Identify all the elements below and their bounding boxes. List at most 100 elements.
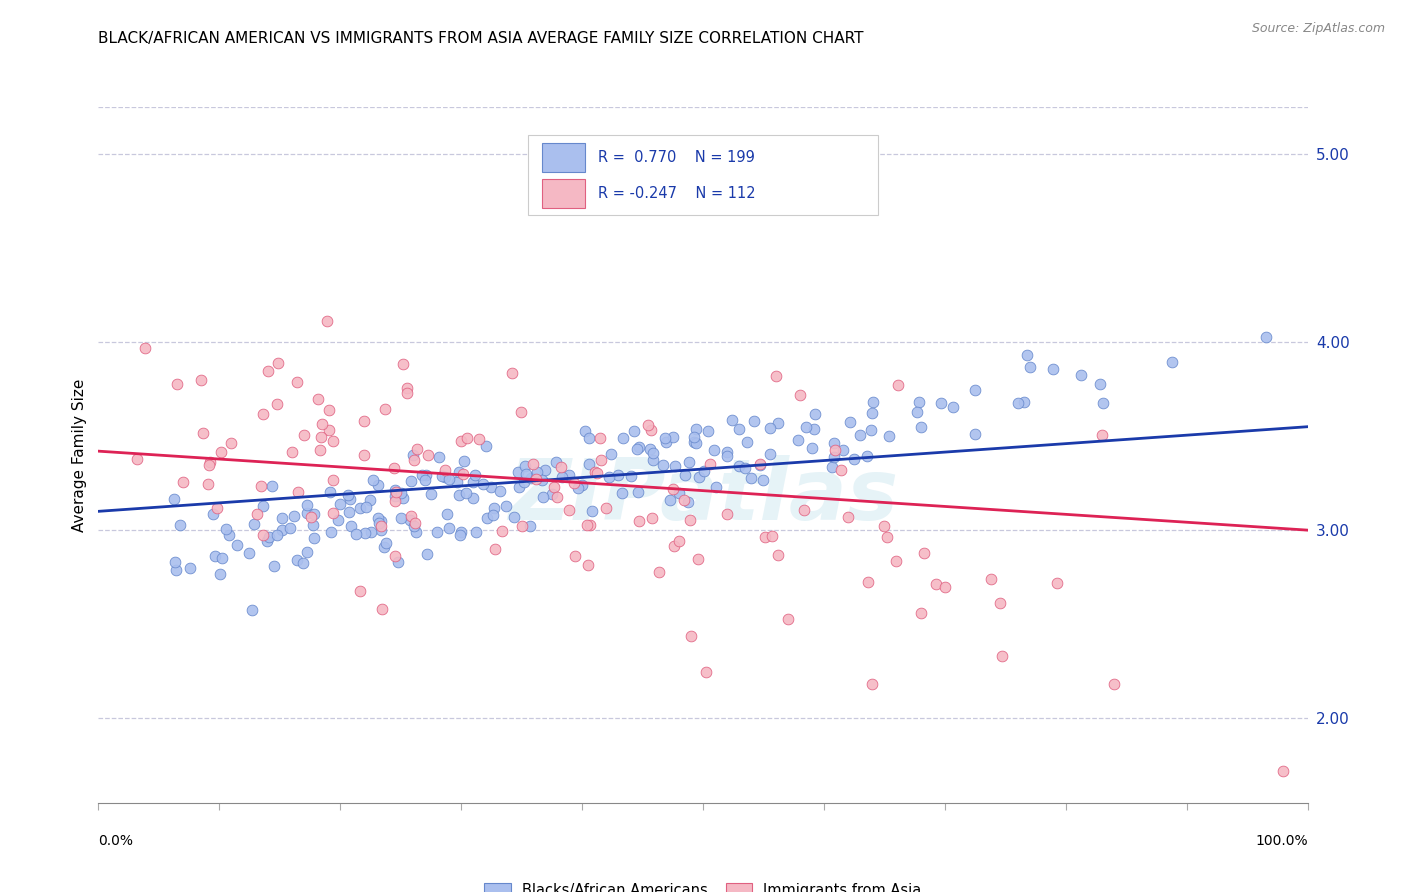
Bar [543,143,585,172]
Point [520,471,543,485]
Point [681,629,703,643]
Point [988,596,1011,610]
Point [283,509,305,524]
Point [623,425,645,439]
Point [349,500,371,515]
Point [491,524,513,538]
Point [721,413,744,427]
Point [384,489,406,503]
Point [727,422,749,436]
Point [454,486,477,500]
Point [533,462,555,476]
Point [404,453,426,467]
Text: 100.0%: 100.0% [1256,834,1308,848]
Point [353,448,375,462]
Point [219,436,242,450]
Point [1161,355,1184,369]
Point [360,524,382,539]
Point [695,665,717,679]
Point [353,414,375,428]
Point [530,473,553,487]
Point [446,475,468,489]
Point [384,493,406,508]
Text: R = -0.247    N = 112: R = -0.247 N = 112 [598,186,755,201]
Point [862,394,884,409]
Point [368,516,391,530]
Point [285,375,308,389]
Point [426,525,449,540]
Point [484,541,506,556]
Point [876,530,898,544]
Point [558,467,581,482]
Point [789,388,811,402]
Point [297,507,319,521]
Point [392,357,415,371]
Point [574,425,596,439]
Point [581,504,603,518]
Point [256,533,278,548]
Point [664,458,686,473]
Point [526,465,548,479]
Point [562,475,585,490]
Point [384,483,406,497]
Point [392,491,415,506]
Point [337,505,360,519]
Point [461,491,484,505]
Point [910,420,932,434]
Point [655,434,678,449]
Point [246,508,269,522]
Point [830,463,852,477]
Point [260,479,283,493]
Point [165,563,187,577]
Point [531,490,554,504]
Point [252,528,274,542]
Point [336,488,359,502]
Point [877,429,900,443]
Point [404,516,426,530]
Point [803,421,825,435]
Point [163,492,186,507]
Point [302,531,325,545]
Point [449,466,471,480]
Point [453,454,475,468]
Point [287,484,309,499]
Point [344,527,367,541]
Point [860,423,883,437]
Point [824,442,846,457]
Point [510,405,533,419]
Point [697,424,720,438]
Point [963,426,986,441]
Point [990,649,1012,664]
Point [252,407,274,421]
Point [823,436,845,450]
Point [266,356,288,370]
Point [354,525,377,540]
Text: Source: ZipAtlas.com: Source: ZipAtlas.com [1251,22,1385,36]
Point [578,457,600,471]
Point [1102,677,1125,691]
Point [430,469,453,483]
Point [515,467,537,481]
Point [641,511,664,525]
Point [169,518,191,533]
Point [860,677,883,691]
Point [612,431,634,445]
Point [682,430,704,444]
Text: R =  0.770    N = 199: R = 0.770 N = 199 [598,150,755,165]
Point [299,510,322,524]
Point [1046,576,1069,591]
Point [263,559,285,574]
Point [823,450,845,465]
Point [742,414,765,428]
Point [652,458,675,472]
Point [367,511,389,525]
Point [924,576,946,591]
Point [326,513,349,527]
Point [266,528,288,542]
Point [375,535,398,549]
Point [1070,368,1092,383]
Point [427,450,450,465]
Point [1007,396,1029,410]
Point [586,466,609,480]
Point [475,439,498,453]
